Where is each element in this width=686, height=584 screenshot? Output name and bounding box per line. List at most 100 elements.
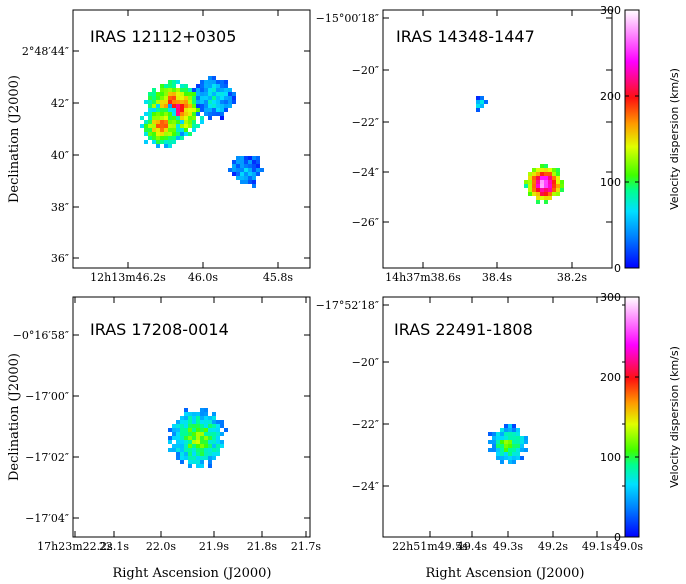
- heatmap-pixel: [536, 196, 540, 200]
- heatmap-pixel: [184, 408, 188, 412]
- heatmap-pixel: [192, 96, 196, 100]
- x-axis-label-right: Right Ascension (J2000): [425, 566, 584, 581]
- heatmap-pixel: [176, 88, 180, 92]
- heatmap-pixel: [188, 116, 192, 120]
- heatmap-pixel: [516, 436, 520, 440]
- heatmap-pixel: [160, 88, 164, 92]
- heatmap-pixel: [176, 124, 180, 128]
- heatmap-pixel: [180, 416, 184, 420]
- colorbar-tick-label: 0: [614, 262, 621, 275]
- heatmap-pixel: [176, 128, 180, 132]
- heatmap-pixel: [508, 432, 512, 436]
- heatmap-pixel: [484, 100, 488, 104]
- heatmap-pixel: [556, 176, 560, 180]
- heatmap-pixel: [168, 144, 172, 148]
- heatmap-pixel: [192, 412, 196, 416]
- heatmap-pixel: [188, 108, 192, 112]
- heatmap-pixel: [532, 172, 536, 176]
- heatmap-pixel: [504, 444, 508, 448]
- heatmap-pixel: [200, 436, 204, 440]
- heatmap-pixel: [172, 448, 176, 452]
- heatmap-pixel: [180, 452, 184, 456]
- heatmap-pixel: [188, 92, 192, 96]
- y-tick-label: −20″: [352, 64, 379, 77]
- heatmap-pixel: [180, 444, 184, 448]
- heatmap-pixel: [216, 96, 220, 100]
- heatmap-pixel: [212, 424, 216, 428]
- panel-2-pixels: [476, 96, 564, 204]
- heatmap-pixel: [208, 116, 212, 120]
- heatmap-pixel: [192, 100, 196, 104]
- heatmap-pixel: [188, 96, 192, 100]
- heatmap-pixel: [532, 188, 536, 192]
- heatmap-pixel: [208, 100, 212, 104]
- heatmap-pixel: [552, 180, 556, 184]
- heatmap-pixel: [204, 100, 208, 104]
- y-tick-label: 40″: [51, 149, 69, 162]
- heatmap-pixel: [500, 460, 504, 464]
- heatmap-pixel: [148, 116, 152, 120]
- heatmap-pixel: [140, 124, 144, 128]
- heatmap-pixel: [256, 172, 260, 176]
- heatmap-pixel: [508, 436, 512, 440]
- heatmap-pixel: [192, 420, 196, 424]
- heatmap-pixel: [512, 440, 516, 444]
- heatmap-pixel: [232, 100, 236, 104]
- heatmap-pixel: [524, 184, 528, 188]
- heatmap-pixel: [548, 188, 552, 192]
- heatmap-pixel: [492, 444, 496, 448]
- x-tick-label: 38.2s: [557, 271, 587, 284]
- heatmap-pixel: [164, 124, 168, 128]
- heatmap-pixel: [500, 444, 504, 448]
- heatmap-pixel: [556, 188, 560, 192]
- heatmap-pixel: [540, 184, 544, 188]
- heatmap-pixel: [220, 420, 224, 424]
- heatmap-pixel: [160, 104, 164, 108]
- heatmap-pixel: [176, 132, 180, 136]
- heatmap-pixel: [224, 96, 228, 100]
- heatmap-pixel: [480, 96, 484, 100]
- heatmap-pixel: [152, 116, 156, 120]
- heatmap-pixel: [156, 108, 160, 112]
- heatmap-pixel: [212, 412, 216, 416]
- heatmap-pixel: [152, 120, 156, 124]
- heatmap-pixel: [512, 428, 516, 432]
- y-tick-label: −17′00″: [25, 390, 69, 403]
- heatmap-pixel: [496, 448, 500, 452]
- colorbar-tick-label: 200: [600, 371, 621, 384]
- heatmap-pixel: [520, 444, 524, 448]
- heatmap-pixel: [184, 412, 188, 416]
- x-tick-label: 22h51m49.5s: [392, 540, 468, 553]
- heatmap-pixel: [532, 176, 536, 180]
- heatmap-pixel: [476, 96, 480, 100]
- heatmap-pixel: [160, 128, 164, 132]
- colorbar-bottom-label: Velocity dispersion (km/s): [668, 346, 681, 488]
- x-tick-label: 38.4s: [482, 271, 512, 284]
- y-tick-label: 36″: [51, 252, 69, 265]
- heatmap-pixel: [512, 452, 516, 456]
- y-tick-label: −0°16′58″: [13, 329, 69, 342]
- heatmap-pixel: [532, 180, 536, 184]
- panel-3-title: IRAS 17208-0014: [90, 320, 229, 339]
- heatmap-pixel: [196, 464, 200, 468]
- x-tick-label: 22.0s: [146, 540, 176, 553]
- x-tick-label: 49.0s: [613, 540, 643, 553]
- heatmap-pixel: [232, 168, 236, 172]
- panel-2-ticks: 14h37m38.6s 38.4s 38.2s −15°00′18″ −20″ −22″ −…: [316, 10, 612, 284]
- heatmap-pixel: [236, 164, 240, 168]
- heatmap-pixel: [244, 164, 248, 168]
- heatmap-pixel: [196, 104, 200, 108]
- heatmap-pixel: [208, 460, 212, 464]
- heatmap-pixel: [540, 188, 544, 192]
- heatmap-pixel: [240, 180, 244, 184]
- heatmap-pixel: [168, 80, 172, 84]
- heatmap-pixel: [188, 100, 192, 104]
- heatmap-pixel: [204, 424, 208, 428]
- heatmap-pixel: [160, 140, 164, 144]
- heatmap-pixel: [248, 160, 252, 164]
- heatmap-pixel: [520, 436, 524, 440]
- heatmap-pixel: [220, 444, 224, 448]
- panel-3-frame: [72, 296, 311, 538]
- heatmap-pixel: [556, 180, 560, 184]
